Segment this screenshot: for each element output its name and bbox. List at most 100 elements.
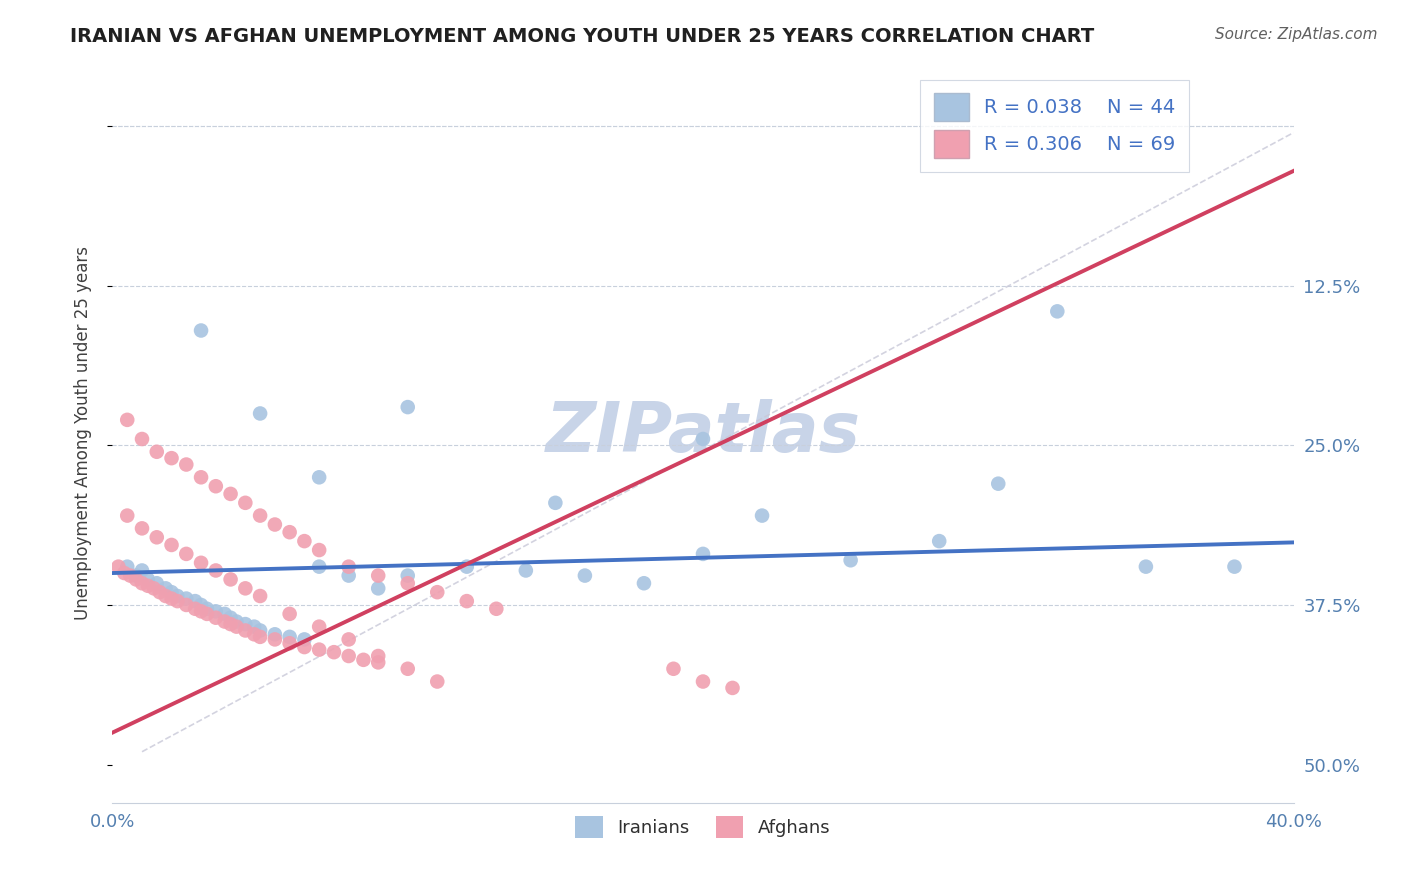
Point — [249, 624, 271, 638]
Point — [1046, 304, 1069, 318]
Point — [278, 630, 301, 644]
Point — [174, 458, 197, 472]
Point — [136, 573, 159, 587]
Point — [426, 585, 449, 599]
Point — [485, 601, 508, 615]
Point — [195, 607, 218, 621]
Point — [190, 598, 212, 612]
Point — [249, 630, 271, 644]
Point — [205, 564, 228, 578]
Point — [142, 582, 165, 596]
Point — [367, 656, 389, 670]
Point — [219, 610, 242, 624]
Point — [146, 576, 169, 591]
Point — [264, 517, 287, 532]
Point — [249, 508, 271, 523]
Point — [146, 530, 169, 544]
Point — [160, 451, 183, 466]
Point — [633, 576, 655, 591]
Point — [692, 674, 714, 689]
Point — [1135, 559, 1157, 574]
Point — [367, 582, 389, 596]
Point — [125, 568, 148, 582]
Point — [149, 585, 172, 599]
Point — [190, 324, 212, 338]
Point — [308, 470, 330, 484]
Point — [264, 627, 287, 641]
Point — [243, 620, 266, 634]
Point — [214, 607, 236, 621]
Point — [692, 432, 714, 446]
Point — [264, 632, 287, 647]
Point — [243, 627, 266, 641]
Point — [190, 470, 212, 484]
Point — [190, 556, 212, 570]
Point — [323, 645, 346, 659]
Point — [662, 662, 685, 676]
Point — [131, 576, 153, 591]
Point — [117, 559, 138, 574]
Point — [396, 400, 419, 414]
Point — [292, 534, 315, 549]
Point — [396, 576, 419, 591]
Point — [426, 674, 449, 689]
Text: IRANIAN VS AFGHAN UNEMPLOYMENT AMONG YOUTH UNDER 25 YEARS CORRELATION CHART: IRANIAN VS AFGHAN UNEMPLOYMENT AMONG YOU… — [70, 27, 1094, 45]
Point — [190, 604, 212, 618]
Legend: Iranians, Afghans: Iranians, Afghans — [568, 809, 838, 846]
Point — [205, 479, 228, 493]
Point — [308, 620, 330, 634]
Point — [292, 632, 315, 647]
Point — [184, 601, 207, 615]
Point — [515, 564, 537, 578]
Point — [136, 579, 159, 593]
Point — [278, 636, 301, 650]
Point — [225, 615, 247, 629]
Point — [278, 525, 301, 540]
Point — [233, 582, 256, 596]
Point — [225, 620, 247, 634]
Point — [131, 564, 153, 578]
Point — [214, 615, 236, 629]
Point — [233, 617, 256, 632]
Point — [174, 547, 197, 561]
Point — [205, 604, 228, 618]
Point — [367, 648, 389, 663]
Point — [107, 559, 129, 574]
Point — [751, 508, 773, 523]
Point — [233, 496, 256, 510]
Point — [125, 573, 148, 587]
Point — [249, 407, 271, 421]
Point — [396, 662, 419, 676]
Point — [456, 559, 478, 574]
Point — [184, 594, 207, 608]
Point — [308, 642, 330, 657]
Point — [233, 624, 256, 638]
Point — [292, 640, 315, 654]
Point — [352, 653, 374, 667]
Point — [928, 534, 950, 549]
Point — [219, 573, 242, 587]
Text: ZIPatlas: ZIPatlas — [546, 399, 860, 467]
Point — [166, 589, 188, 603]
Point — [146, 444, 169, 458]
Point — [839, 553, 862, 567]
Point — [249, 589, 271, 603]
Point — [396, 568, 419, 582]
Point — [337, 648, 360, 663]
Point — [131, 521, 153, 535]
Point — [308, 543, 330, 558]
Y-axis label: Unemployment Among Youth under 25 years: Unemployment Among Youth under 25 years — [73, 245, 91, 620]
Point — [987, 476, 1010, 491]
Point — [131, 432, 153, 446]
Point — [456, 594, 478, 608]
Point — [117, 508, 138, 523]
Point — [278, 607, 301, 621]
Point — [195, 601, 218, 615]
Point — [692, 547, 714, 561]
Point — [160, 538, 183, 552]
Point — [308, 559, 330, 574]
Point — [166, 594, 188, 608]
Point — [160, 585, 183, 599]
Point — [219, 487, 242, 501]
Point — [117, 413, 138, 427]
